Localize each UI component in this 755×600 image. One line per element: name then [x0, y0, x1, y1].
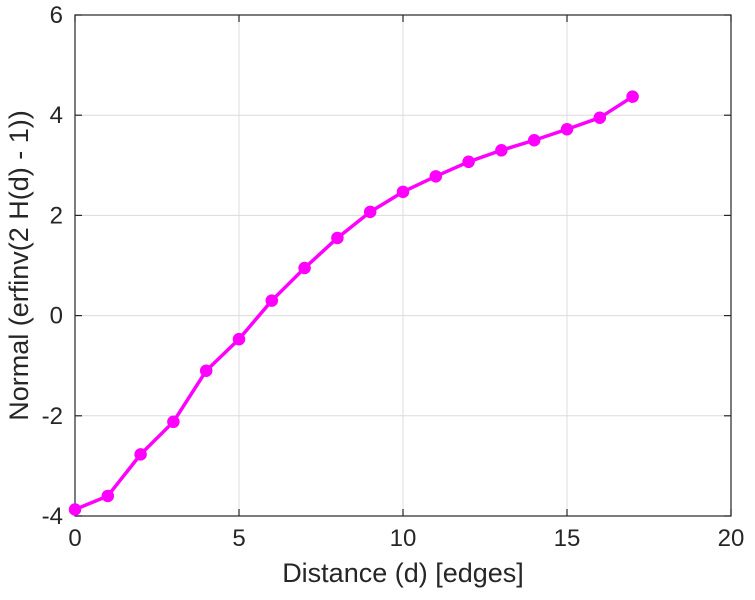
- data-point-marker: [429, 170, 443, 183]
- data-point-marker: [363, 205, 377, 219]
- data-point-marker: [527, 134, 541, 147]
- data-point-marker: [396, 185, 410, 199]
- x-axis-label: Distance (d) [edges]: [282, 558, 524, 588]
- series-line: [73, 94, 635, 512]
- x-tick-labels: 0 5 10 15 20: [68, 525, 744, 552]
- grid-lines: [74, 14, 732, 517]
- data-point-marker: [68, 503, 82, 516]
- y-tick-label: -2: [42, 403, 63, 430]
- data-point-marker: [232, 332, 246, 346]
- y-tick-label: 2: [50, 202, 63, 229]
- y-tick-label: 4: [50, 102, 63, 129]
- data-point-marker: [167, 415, 180, 429]
- data-point-marker: [199, 364, 213, 377]
- x-tick-label: 15: [554, 525, 581, 552]
- x-tick-label: 20: [718, 525, 745, 552]
- data-point-marker: [593, 111, 607, 124]
- x-tick-label: 10: [390, 525, 417, 552]
- y-axis-label: Normal (erfinv(2 H(d) - 1)): [4, 110, 34, 421]
- data-point-marker: [626, 90, 639, 103]
- data-point-marker: [134, 448, 147, 461]
- x-tick-label: 5: [232, 525, 245, 552]
- series-markers: [68, 90, 639, 516]
- data-point-marker: [462, 155, 475, 169]
- y-tick-label: 0: [50, 303, 63, 330]
- data-point-marker: [495, 144, 508, 157]
- y-tick-label: -4: [42, 503, 63, 530]
- data-point-marker: [560, 122, 574, 136]
- data-point-marker: [101, 489, 115, 503]
- y-tick-label: 6: [50, 2, 63, 29]
- data-point-marker: [298, 261, 311, 275]
- x-tick-label: 0: [68, 525, 81, 552]
- data-point-marker: [265, 294, 279, 307]
- y-tick-labels: -4 -2 0 2 4 6: [42, 2, 63, 530]
- data-point-marker: [331, 231, 344, 245]
